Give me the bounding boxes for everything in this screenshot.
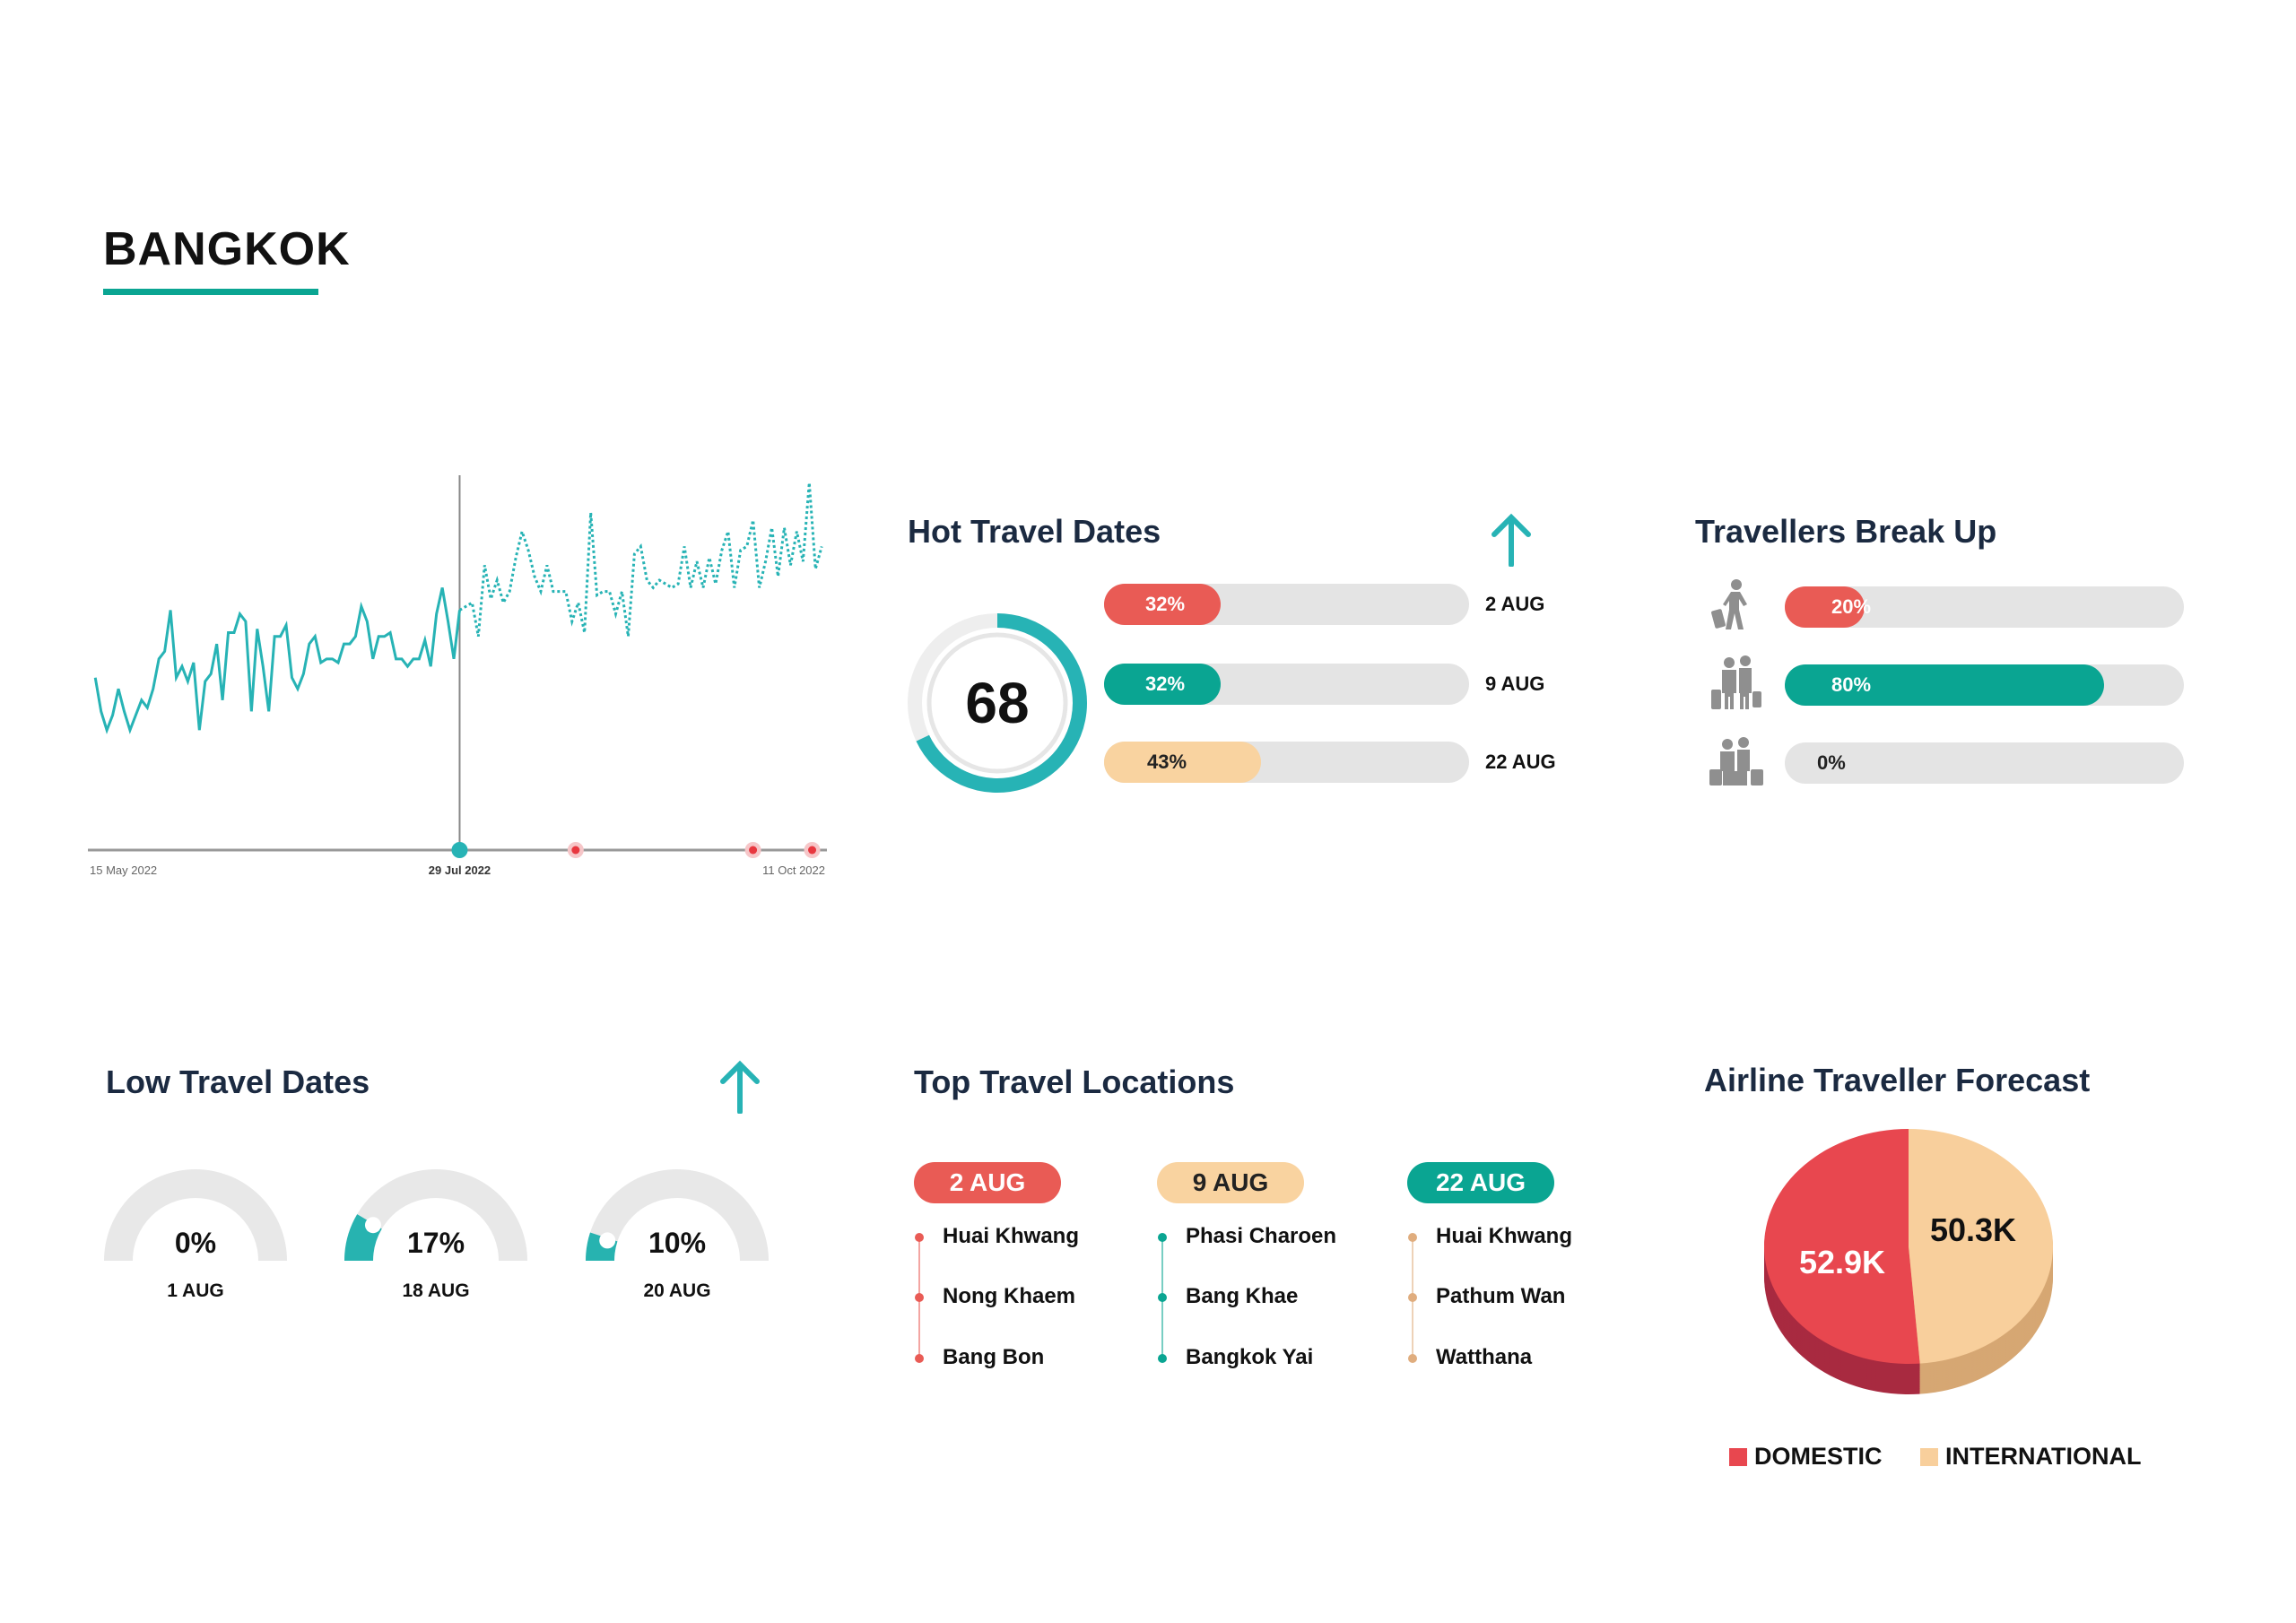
pie-label-domestic: 52.9K — [1799, 1244, 1885, 1280]
arrow-up-icon — [720, 1060, 760, 1114]
location-item[interactable]: Huai Khwang — [943, 1224, 1080, 1248]
arrow-up-icon — [1492, 513, 1531, 567]
family-traveller-icon — [1709, 737, 1763, 785]
hot-date-label: 22 AUG — [1485, 751, 1556, 773]
location-date-pill[interactable]: 9 AUG — [1157, 1162, 1304, 1203]
gauge-track — [586, 1169, 769, 1261]
trend-chart: 21 Aug 2022 26 Sep 2022 8 Oct 2022 15 May 2… — [88, 475, 827, 877]
hot-date-pct: 32% — [1145, 593, 1186, 615]
x-tick-label: 29 Jul 2022 — [429, 864, 491, 877]
location-item[interactable]: Bang Bon — [943, 1345, 1045, 1369]
location-item[interactable]: Nong Khaem — [943, 1284, 1076, 1308]
timeline-dot — [1408, 1293, 1417, 1302]
forecast-series-line — [458, 482, 823, 638]
travellers-title: Travellers Break Up — [1695, 513, 1997, 550]
gauge-date: 20 AUG — [643, 1280, 711, 1301]
hot-date-bar[interactable]: 43% — [1104, 742, 1469, 783]
traveller-bar-fill — [1785, 664, 2104, 706]
gauge-track — [104, 1169, 287, 1261]
timeline-dot — [1408, 1233, 1417, 1242]
legend-swatch — [1920, 1448, 1938, 1466]
couple-traveller-icon — [1711, 655, 1761, 709]
timeline-dot — [1158, 1354, 1167, 1363]
low-date-gauge — [586, 1169, 769, 1261]
location-item[interactable]: Huai Khwang — [1436, 1224, 1573, 1248]
timeline-dot — [1158, 1233, 1167, 1242]
title-underline — [103, 289, 318, 295]
page-title: BANGKOK — [103, 223, 351, 275]
x-tick-label: 11 Oct 2022 — [762, 864, 825, 877]
low-date-gauge — [344, 1169, 527, 1261]
traveller-pct: 0% — [1817, 751, 1846, 774]
location-item[interactable]: Phasi Charoen — [1186, 1224, 1337, 1248]
location-item[interactable]: Bang Khae — [1186, 1284, 1299, 1308]
donut-inner — [926, 632, 1068, 774]
forecast-title: Airline Traveller Forecast — [1704, 1062, 2091, 1098]
timeline-dot — [1158, 1293, 1167, 1302]
hot-date-bar[interactable]: 32% — [1104, 584, 1469, 625]
top-locations-title: Top Travel Locations — [914, 1063, 1235, 1100]
location-item[interactable]: Watthana — [1436, 1345, 1533, 1369]
gauge-date: 1 AUG — [167, 1280, 224, 1301]
traveller-bar[interactable]: 0% — [1785, 742, 2184, 784]
hot-date-label: 9 AUG — [1485, 673, 1545, 695]
low-date-gauge — [104, 1169, 287, 1261]
x-tick-label: 15 May 2022 — [90, 864, 157, 877]
hot-date-label: 2 AUG — [1485, 593, 1545, 615]
low-travel-title: Low Travel Dates — [106, 1063, 370, 1100]
today-marker[interactable] — [451, 842, 468, 858]
hot-date-bar[interactable]: 32% — [1104, 664, 1469, 705]
forecast-pie-chart: 52.9K 50.3K — [1763, 1129, 2053, 1394]
hot-date-pct: 32% — [1145, 673, 1186, 695]
gauge-track — [344, 1169, 527, 1261]
traveller-pct: 80% — [1831, 673, 1872, 696]
traveller-bar[interactable]: 80% — [1785, 664, 2184, 706]
pie-label-international: 50.3K — [1930, 1211, 2016, 1248]
gauge-knob — [364, 1217, 381, 1234]
donut-progress-arc — [916, 613, 1087, 793]
actual-series-line — [93, 587, 461, 734]
event-marker[interactable]: 8 Oct 2022 — [808, 846, 817, 855]
gauge-pct: 0% — [174, 1227, 217, 1259]
pie-slice-domestic[interactable] — [1763, 1129, 1920, 1364]
gauge-pct: 17% — [406, 1227, 465, 1259]
hot-date-bar-fill — [1104, 664, 1222, 705]
score-donut: 68 — [908, 613, 1087, 793]
hot-travel-title: Hot Travel Dates — [908, 513, 1161, 550]
hot-date-pct: 43% — [1147, 751, 1187, 773]
hot-date-bar-fill — [1104, 742, 1261, 783]
timeline-dot — [915, 1233, 924, 1242]
gauge-knob — [599, 1232, 616, 1249]
traveller-pct: 20% — [1831, 595, 1872, 618]
traveller-bar[interactable]: 20% — [1785, 586, 2184, 628]
event-marker[interactable]: 21 Aug 2022 — [571, 846, 580, 855]
traveller-bar-fill — [1785, 586, 1865, 628]
timeline-dot — [915, 1354, 924, 1363]
hot-date-bar-fill — [1104, 584, 1222, 625]
legend-label: INTERNATIONAL — [1945, 1443, 2142, 1470]
legend-swatch — [1729, 1448, 1747, 1466]
solo-traveller-icon — [1711, 579, 1747, 629]
legend-label: DOMESTIC — [1754, 1443, 1883, 1470]
location-item[interactable]: Bangkok Yai — [1186, 1345, 1314, 1369]
event-marker[interactable]: 26 Sep 2022 — [749, 846, 758, 855]
location-item[interactable]: Pathum Wan — [1436, 1284, 1566, 1308]
gauge-date: 18 AUG — [402, 1280, 470, 1301]
location-date-pill[interactable]: 22 AUG — [1407, 1162, 1554, 1203]
pie-slice-international[interactable] — [1909, 1129, 2053, 1364]
location-date-pill[interactable]: 2 AUG — [914, 1162, 1061, 1203]
timeline-dot — [915, 1293, 924, 1302]
gauge-pct: 10% — [648, 1227, 707, 1259]
timeline-dot — [1408, 1354, 1417, 1363]
score-value: 68 — [965, 671, 1029, 735]
